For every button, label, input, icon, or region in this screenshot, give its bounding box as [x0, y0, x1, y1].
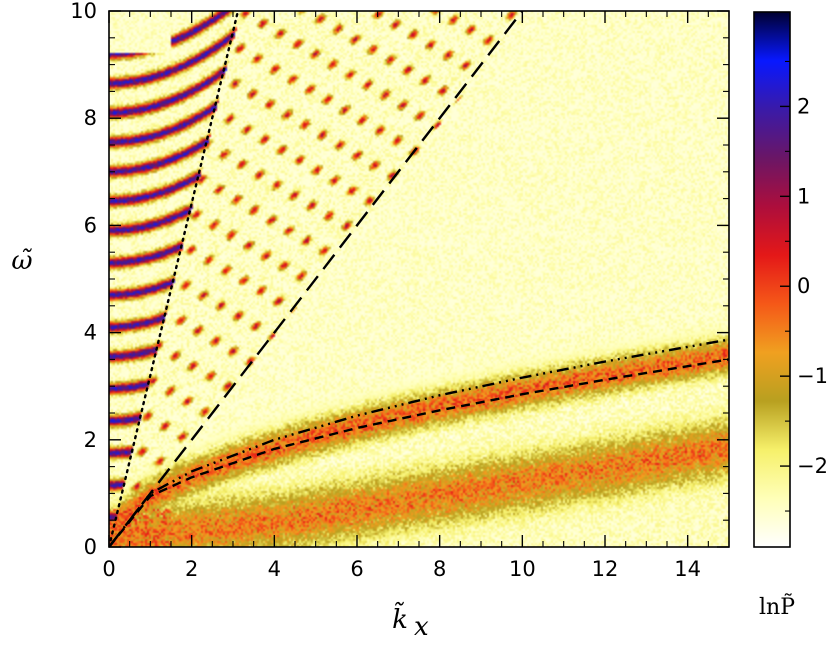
- y-tick-label: 2: [84, 428, 97, 452]
- colorbar: −2 −1 0 1 2 lnP̃: [753, 11, 828, 620]
- x-tick-label: 12: [592, 557, 619, 581]
- x-tick-label: 6: [350, 557, 363, 581]
- heatmap-image: [109, 11, 729, 547]
- x-tick-label: 4: [268, 557, 281, 581]
- colorbar-tick-label: 2: [797, 94, 810, 118]
- curve-short-dashed: [109, 358, 729, 547]
- x-axis-label: k̃ x: [392, 601, 429, 642]
- y-axis-label: ω̃: [11, 246, 32, 276]
- x-tick-label: 0: [102, 557, 115, 581]
- plot-area: 0 2 4 6 8 10 12 14 0 2 4 6 8 10: [70, 0, 730, 581]
- x-tick-label: 14: [674, 557, 701, 581]
- colorbar-tick-label: −1: [797, 364, 828, 388]
- x-axis-label-subscript: x: [414, 612, 429, 642]
- x-axis-label-main: k̃: [392, 601, 408, 635]
- colorbar-tick-label: −2: [797, 454, 828, 478]
- y-tick-label: 6: [84, 213, 97, 237]
- x-tick-label: 8: [433, 557, 446, 581]
- curve-long-dashed: [109, 11, 524, 547]
- colorbar-tick-label: 1: [797, 184, 810, 208]
- y-tick-label: 10: [70, 0, 97, 23]
- curves-layer: [109, 11, 729, 547]
- colorbar-frame: [753, 11, 791, 548]
- y-tick-label: 4: [84, 321, 97, 345]
- x-tick-label: 2: [185, 557, 198, 581]
- colorbar-tick-label: 0: [797, 274, 810, 298]
- colorbar-ticks: −2 −1 0 1 2: [780, 60, 828, 512]
- curve-dash-triple-dot: [109, 338, 729, 547]
- y-tick-label: 0: [84, 535, 97, 559]
- y-axis-ticks: 0 2 4 6 8 10: [70, 0, 729, 559]
- colorbar-gradient: [754, 12, 790, 547]
- curve-dotted: [109, 11, 240, 547]
- x-tick-label: 10: [509, 557, 536, 581]
- colorbar-label: lnP̃: [759, 594, 795, 620]
- y-tick-label: 8: [84, 106, 97, 130]
- x-axis-ticks: 0 2 4 6 8 10 12 14: [102, 11, 730, 581]
